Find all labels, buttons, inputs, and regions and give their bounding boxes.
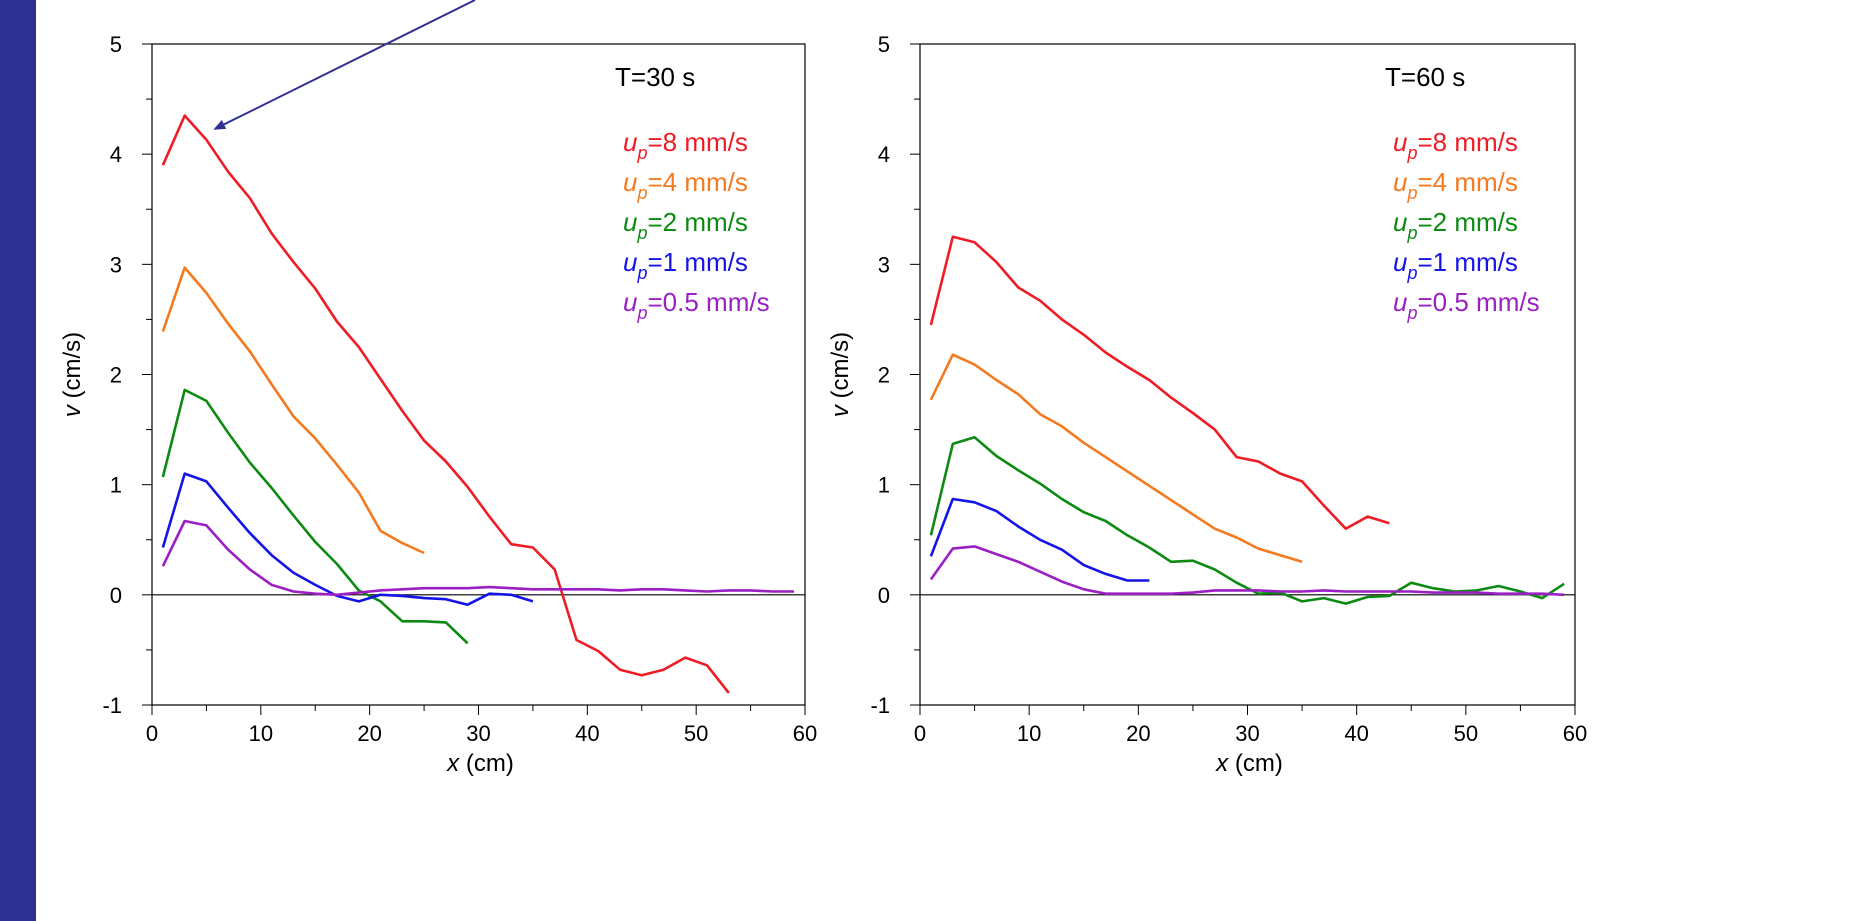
x-tick-label: 10 [1017, 721, 1041, 746]
x-axis-label: x (cm) [446, 750, 514, 777]
y-tick-label: 5 [878, 32, 890, 57]
legend-entry-1: up=8 mm/s [1393, 127, 1518, 163]
y-tick-label: 3 [878, 252, 890, 277]
peak-annotation-arrow [213, 0, 476, 130]
x-tick-label: 30 [466, 721, 490, 746]
x-tick-label: 20 [1126, 721, 1150, 746]
y-tick-label: 0 [878, 583, 890, 608]
series-line-1 [929, 235, 1390, 531]
y-tick-label: 5 [110, 32, 122, 57]
y-tick-label: 2 [110, 363, 122, 388]
x-tick-label: 20 [357, 721, 381, 746]
legend-entry-4: up=1 mm/s [1393, 247, 1518, 283]
x-tick-label: 40 [1344, 721, 1368, 746]
x-tick-label: 50 [684, 721, 708, 746]
legend-entry-5: up=0.5 mm/s [1393, 287, 1540, 323]
y-tick-label: 3 [110, 252, 122, 277]
series-line-2 [161, 266, 425, 555]
x-tick-label: 0 [914, 721, 926, 746]
x-tick-label: 60 [1563, 721, 1587, 746]
chart-time-label: T=30 s [615, 62, 695, 92]
y-tick-label: 1 [110, 473, 122, 498]
y-tick-label: 2 [878, 363, 890, 388]
series-line-3 [929, 435, 1565, 605]
series-line-5 [161, 519, 795, 597]
legend-entry-2: up=4 mm/s [623, 167, 748, 203]
chart-time-label: T=60 s [1385, 62, 1465, 92]
y-tick-label: -1 [870, 693, 890, 718]
legend-entry-5: up=0.5 mm/s [623, 287, 770, 323]
y-tick-label: 4 [110, 142, 122, 167]
series-line-1 [161, 114, 730, 694]
x-axis-label: x (cm) [1215, 750, 1283, 777]
legend-entry-3: up=2 mm/s [623, 207, 748, 243]
y-tick-label: 0 [110, 583, 122, 608]
series-line-5 [929, 545, 1565, 597]
series-line-2 [929, 353, 1303, 564]
y-tick-label: -1 [102, 693, 122, 718]
y-axis-label: v (cm/s) [59, 332, 86, 417]
y-tick-label: 1 [878, 473, 890, 498]
legend-entry-3: up=2 mm/s [1393, 207, 1518, 243]
series-line-3 [161, 388, 469, 645]
legend-entry-2: up=4 mm/s [1393, 167, 1518, 203]
legend-entry-4: up=1 mm/s [623, 247, 748, 283]
x-tick-label: 40 [575, 721, 599, 746]
x-tick-label: 0 [146, 721, 158, 746]
series-line-4 [929, 497, 1150, 582]
y-axis-label: v (cm/s) [827, 332, 854, 417]
legend-entry-1: up=8 mm/s [623, 127, 748, 163]
y-tick-label: 4 [878, 142, 890, 167]
series-line-4 [161, 472, 534, 607]
x-tick-label: 60 [793, 721, 817, 746]
slide-accent-bar [0, 0, 36, 921]
x-tick-label: 30 [1235, 721, 1259, 746]
x-tick-label: 50 [1454, 721, 1478, 746]
x-tick-label: 10 [249, 721, 273, 746]
